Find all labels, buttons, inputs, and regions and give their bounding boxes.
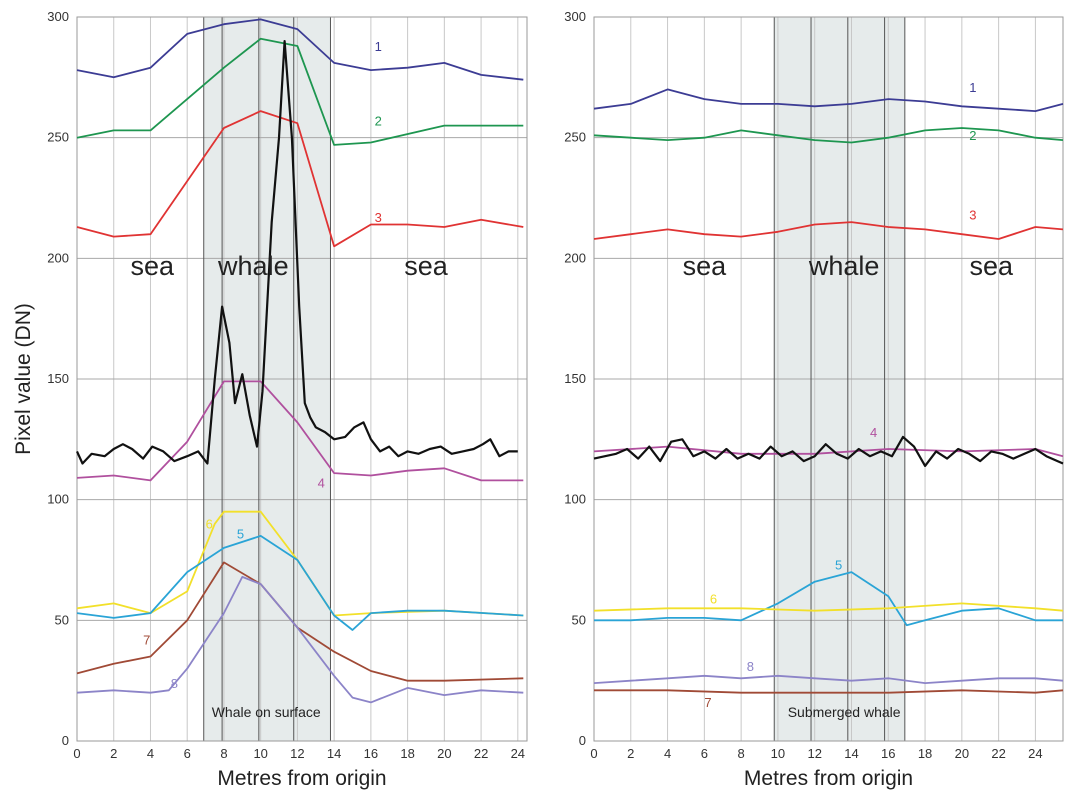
y-tick-label: 250 <box>47 130 69 145</box>
series-label: 8 <box>171 676 178 691</box>
series-label: 1 <box>969 80 976 95</box>
x-tick-label: 20 <box>437 746 451 761</box>
panel-annotation: Whale on surface <box>212 704 321 720</box>
series-line-2 <box>593 127 1064 144</box>
x-tick-label: 6 <box>184 746 191 761</box>
series-line-7 <box>594 689 1064 694</box>
x-tick-label: 0 <box>73 746 80 761</box>
series-line-3 <box>593 221 1064 240</box>
series-label: 4 <box>318 476 325 491</box>
series-line-4 <box>76 380 524 482</box>
y-tick-label: 250 <box>564 130 586 145</box>
x-tick-label: 24 <box>1028 746 1042 761</box>
x-tick-label: 6 <box>701 746 708 761</box>
x-axis-label: Metres from origin <box>744 767 913 790</box>
series-line-5 <box>76 535 524 631</box>
series-label: 8 <box>747 659 754 674</box>
x-tick-label: 14 <box>844 746 858 761</box>
plot-frame <box>76 16 528 742</box>
y-tick-label: 300 <box>564 9 586 24</box>
series-line-raw-profile <box>593 435 1064 467</box>
x-tick-label: 2 <box>627 746 634 761</box>
y-tick-label: 150 <box>564 371 586 386</box>
series-label: 6 <box>206 517 213 532</box>
x-tick-label: 10 <box>253 746 267 761</box>
y-tick-label: 0 <box>579 733 586 748</box>
series-label: 4 <box>870 425 877 440</box>
x-tick-label: 16 <box>364 746 378 761</box>
x-tick-label: 22 <box>474 746 488 761</box>
x-tick-label: 18 <box>918 746 932 761</box>
plot-frame <box>593 16 1064 742</box>
x-tick-label: 10 <box>771 746 785 761</box>
x-tick-label: 24 <box>511 746 525 761</box>
x-tick-label: 20 <box>955 746 969 761</box>
region-label: sea <box>131 251 176 281</box>
series-line-6 <box>593 602 1064 612</box>
y-tick-label: 50 <box>55 612 69 627</box>
series-line-raw-profile <box>75 39 518 465</box>
region-label: sea <box>404 251 449 281</box>
series-label: 6 <box>710 591 717 606</box>
series-label: 1 <box>375 39 382 54</box>
x-tick-label: 4 <box>147 746 154 761</box>
y-tick-label: 200 <box>47 250 69 265</box>
series-line-8 <box>593 674 1064 684</box>
x-tick-label: 12 <box>290 746 304 761</box>
region-label: sea <box>683 251 728 281</box>
y-tick-label: 50 <box>572 612 586 627</box>
y-axis-label: Pixel value (DN) <box>12 303 35 455</box>
x-tick-label: 18 <box>400 746 414 761</box>
series-line-5 <box>594 571 1063 627</box>
x-tick-label: 16 <box>881 746 895 761</box>
y-tick-label: 300 <box>47 9 69 24</box>
y-tick-label: 150 <box>47 371 69 386</box>
series-label: 2 <box>375 114 382 129</box>
y-tick-label: 100 <box>47 492 69 507</box>
series-label: 2 <box>969 128 976 143</box>
y-tick-label: 0 <box>62 733 69 748</box>
series-line-3 <box>76 110 524 248</box>
series-line-4 <box>593 445 1064 458</box>
x-tick-label: 8 <box>738 746 745 761</box>
x-tick-label: 4 <box>664 746 671 761</box>
x-tick-label: 14 <box>327 746 341 761</box>
x-tick-label: 12 <box>807 746 821 761</box>
series-label: 3 <box>375 210 382 225</box>
x-tick-label: 22 <box>991 746 1005 761</box>
series-line-1 <box>76 18 524 81</box>
series-line-1 <box>593 88 1064 112</box>
panel-annotation: Submerged whale <box>788 704 901 720</box>
series-line-2 <box>76 37 524 146</box>
series-label: 5 <box>237 526 244 541</box>
series-label: 5 <box>835 558 842 573</box>
x-axis-label: Metres from origin <box>217 767 386 790</box>
x-tick-label: 2 <box>110 746 117 761</box>
series-label: 7 <box>704 695 711 710</box>
y-tick-label: 100 <box>564 492 586 507</box>
y-tick-label: 200 <box>564 250 586 265</box>
x-tick-label: 0 <box>590 746 597 761</box>
series-label: 7 <box>143 632 150 647</box>
region-label: whale <box>217 251 289 281</box>
region-label: whale <box>808 251 880 281</box>
series-label: 3 <box>969 208 976 223</box>
x-tick-label: 8 <box>220 746 227 761</box>
region-label: sea <box>969 251 1014 281</box>
series-line-8 <box>76 576 524 704</box>
